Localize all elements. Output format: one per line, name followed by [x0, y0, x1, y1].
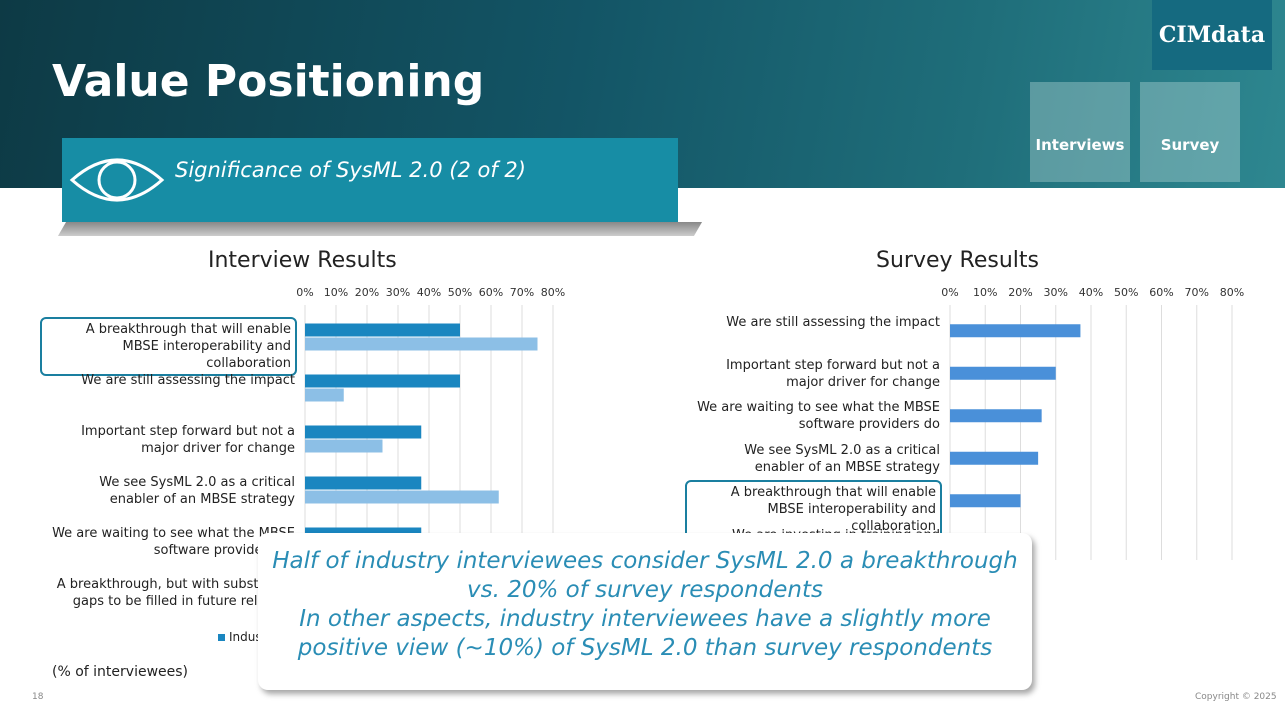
x-tick-label: 50%	[1114, 286, 1139, 299]
chart-title: Survey Results	[876, 248, 1039, 273]
x-tick-label: 20%	[354, 286, 380, 299]
bar	[305, 337, 538, 351]
bar	[950, 494, 1021, 508]
logo: CIMdata	[1152, 0, 1272, 70]
bar	[950, 324, 1081, 338]
x-tick-label: 30%	[385, 286, 411, 299]
category-label: We are still assessing the impact	[726, 315, 940, 331]
x-tick-label: 50%	[447, 286, 473, 299]
subtitle: Significance of SysML 2.0 (2 of 2)	[175, 158, 526, 182]
x-tick-label: 0%	[941, 286, 959, 299]
category-label: A breakthrough that will enable MBSE int…	[40, 316, 297, 376]
bar	[305, 323, 460, 337]
x-tick-label: 0%	[296, 286, 314, 299]
x-tick-label: 10%	[973, 286, 998, 299]
x-tick-label: 60%	[1149, 286, 1174, 299]
category-label: We see SysML 2.0 as a critical enabler o…	[744, 442, 940, 475]
x-tick-label: 10%	[323, 286, 349, 299]
bar	[305, 490, 499, 504]
copyright: Copyright © 2025	[1195, 692, 1277, 702]
legend-swatch	[218, 634, 225, 641]
callout-line: In other aspects, industry interviewees …	[299, 606, 991, 632]
icon-label: Survey	[1140, 82, 1240, 182]
icon-label: Interviews	[1030, 82, 1130, 182]
x-tick-label: 80%	[1219, 286, 1245, 299]
bar	[305, 425, 422, 439]
bar	[305, 388, 344, 402]
category-label: A breakthrough, but with substantial gap…	[56, 576, 295, 609]
x-tick-label: 30%	[1043, 286, 1068, 299]
eye-icon	[69, 158, 165, 202]
callout-line: vs. 20% of survey respondents	[467, 577, 823, 603]
x-tick-label: 80%	[540, 286, 566, 299]
x-tick-label: 40%	[416, 286, 442, 299]
category-label: Important step forward but not a major d…	[81, 423, 295, 456]
chart-title: Interview Results	[208, 248, 397, 273]
bar	[950, 451, 1039, 465]
category-label: Important step forward but not a major d…	[726, 357, 940, 390]
callout-line: Half of industry interviewees consider S…	[272, 548, 1018, 574]
category-label: A breakthrough that will enable MBSE int…	[685, 480, 942, 540]
bar	[950, 409, 1042, 423]
note: (% of interviewees)	[52, 664, 189, 680]
category-label: We are waiting to see what the MBSE soft…	[697, 400, 940, 433]
x-tick-label: 40%	[1078, 286, 1104, 299]
page-number: 18	[32, 692, 44, 702]
subtitle-box	[62, 138, 678, 222]
x-tick-label: 70%	[1184, 286, 1209, 299]
x-tick-label: 70%	[509, 286, 535, 299]
bar	[305, 374, 460, 388]
bar	[950, 366, 1056, 380]
category-label: We are still assessing the impact	[81, 372, 295, 388]
x-tick-label: 60%	[478, 286, 504, 299]
bar	[305, 476, 422, 490]
callout-line: positive view (~10%) of SysML 2.0 than s…	[297, 635, 993, 661]
slide-title: Value Positioning	[52, 56, 485, 107]
x-tick-label: 20%	[1008, 286, 1033, 299]
category-label: We see SysML 2.0 as a critical enabler o…	[99, 474, 295, 507]
bar	[305, 439, 383, 453]
callout: Half of industry interviewees consider S…	[258, 533, 1032, 690]
